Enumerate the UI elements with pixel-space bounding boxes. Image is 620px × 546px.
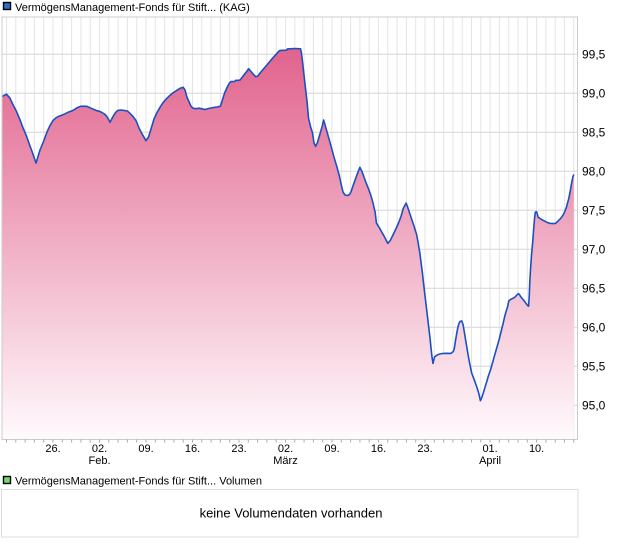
svg-text:97,0: 97,0	[582, 243, 606, 257]
svg-text:09.: 09.	[324, 443, 339, 455]
svg-text:Feb.: Feb.	[88, 455, 110, 467]
svg-text:VermögensManagement-Fonds für: VermögensManagement-Fonds für Stift... (…	[15, 2, 250, 14]
svg-text:95,0: 95,0	[582, 399, 606, 413]
svg-text:April: April	[479, 455, 501, 467]
svg-text:97,5: 97,5	[582, 204, 606, 218]
svg-text:16.: 16.	[371, 443, 386, 455]
svg-text:02.: 02.	[92, 443, 107, 455]
svg-text:VermögensManagement-Fonds für: VermögensManagement-Fonds für Stift... V…	[15, 476, 262, 488]
svg-text:26.: 26.	[45, 443, 60, 455]
svg-text:95,5: 95,5	[582, 360, 606, 374]
svg-text:02.: 02.	[278, 443, 293, 455]
svg-text:keine Volumendaten vorhanden: keine Volumendaten vorhanden	[200, 506, 383, 521]
svg-text:23.: 23.	[417, 443, 432, 455]
svg-text:10.: 10.	[529, 443, 544, 455]
svg-text:99,0: 99,0	[582, 87, 606, 101]
svg-text:98,5: 98,5	[582, 126, 606, 140]
svg-text:16.: 16.	[185, 443, 200, 455]
svg-text:09.: 09.	[138, 443, 153, 455]
svg-text:99,5: 99,5	[582, 48, 606, 62]
svg-text:23.: 23.	[231, 443, 246, 455]
svg-text:01.: 01.	[482, 443, 497, 455]
svg-text:96,0: 96,0	[582, 321, 606, 335]
svg-text:März: März	[273, 455, 297, 467]
svg-text:96,5: 96,5	[582, 282, 606, 296]
svg-text:98,0: 98,0	[582, 165, 606, 179]
